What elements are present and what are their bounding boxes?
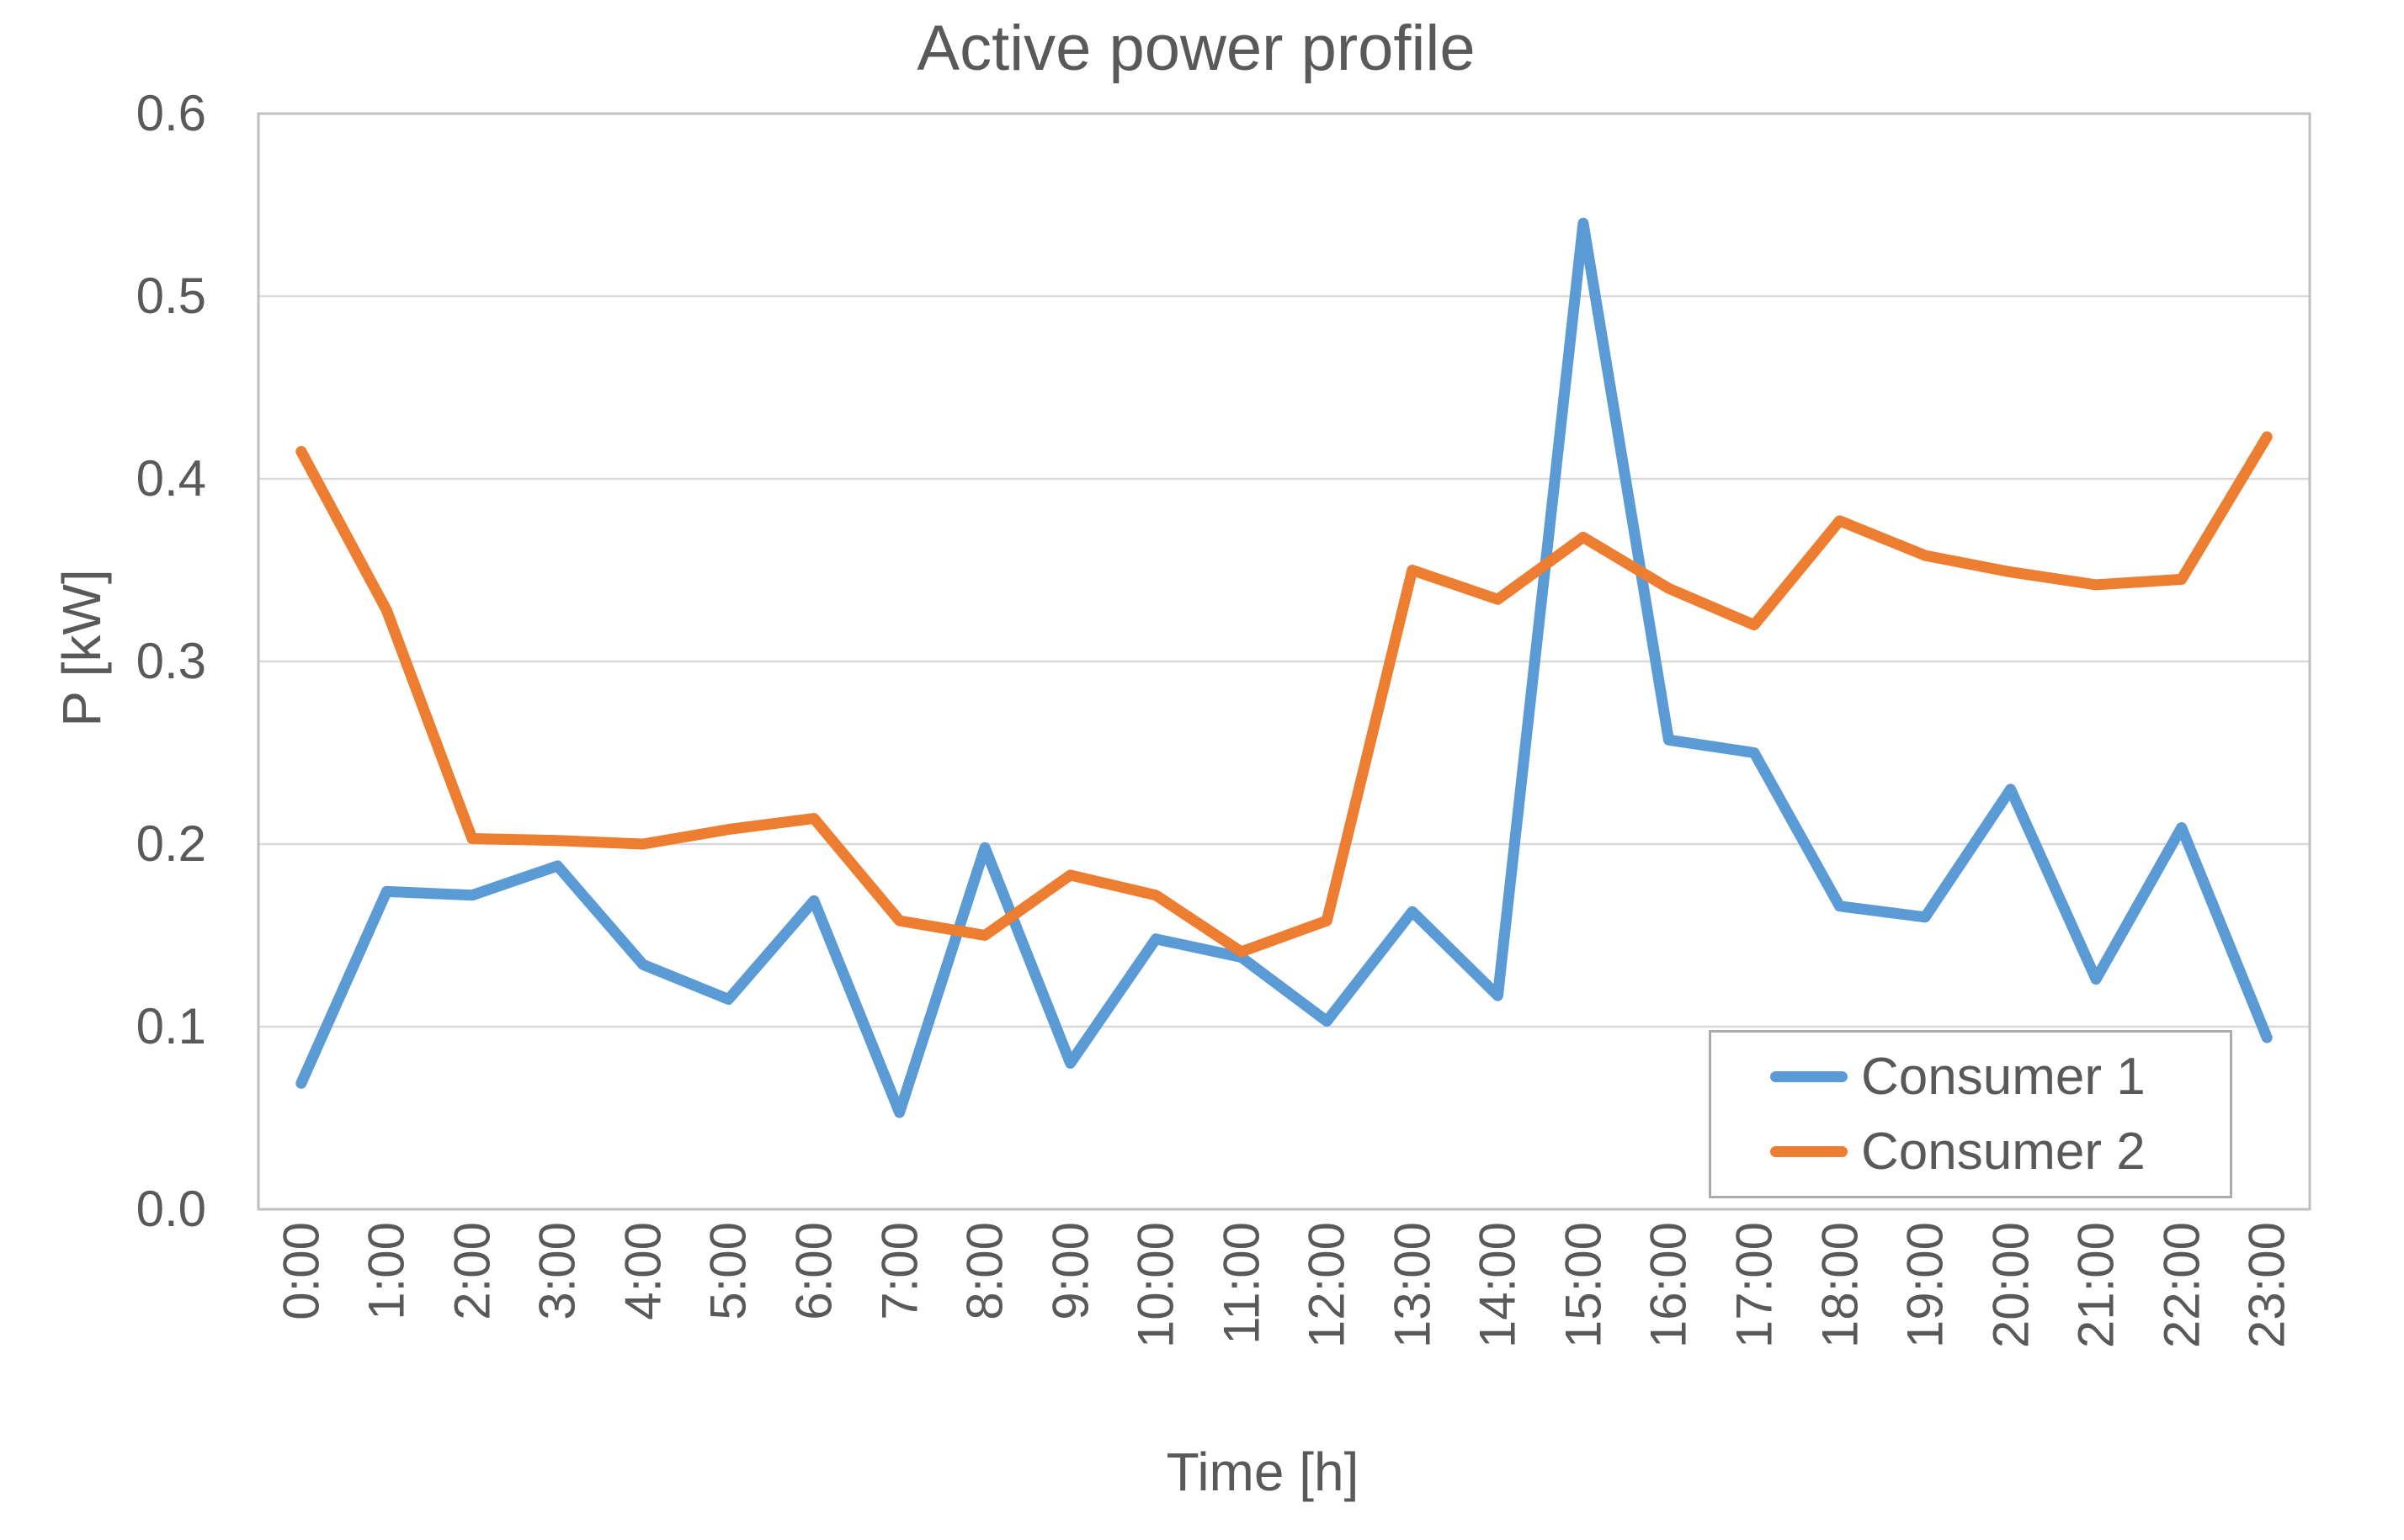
legend-item-consumer-1: Consumer 1 — [1770, 1047, 2230, 1107]
series-line-consumer-2 — [295, 431, 2273, 958]
x-tick-label: 15:00 — [1555, 1222, 1612, 1349]
x-tick-label: 2:00 — [444, 1222, 501, 1320]
x-tick-label: 1:00 — [358, 1222, 415, 1320]
legend-item-consumer-2: Consumer 2 — [1770, 1122, 2230, 1182]
series-line-consumer-1 — [295, 217, 2273, 1118]
plot-border — [257, 112, 2311, 1211]
x-tick-label: 22:00 — [2153, 1222, 2210, 1349]
legend-label-consumer-2: Consumer 2 — [1861, 1122, 2146, 1181]
x-tick-label: 4:00 — [614, 1222, 672, 1320]
legend-label-consumer-1: Consumer 1 — [1861, 1048, 2146, 1107]
x-tick-label: 21:00 — [2067, 1222, 2125, 1349]
y-tick-label: 0.5 — [136, 268, 206, 324]
y-tick-label: 0.4 — [136, 450, 206, 507]
x-tick-label: 3:00 — [529, 1222, 586, 1320]
x-tick-label: 11:00 — [1213, 1222, 1270, 1345]
y-tick-label: 0.2 — [136, 815, 206, 872]
consumer-1-line-swatch — [1770, 1071, 1848, 1083]
x-tick-label: 5:00 — [699, 1222, 757, 1320]
x-tick-label: 12:00 — [1298, 1222, 1355, 1349]
x-tick-label: 10:00 — [1127, 1222, 1184, 1349]
x-tick-label: 20:00 — [1982, 1222, 2040, 1349]
x-tick-label: 6:00 — [785, 1222, 843, 1320]
x-tick-label: 18:00 — [1811, 1222, 1869, 1349]
x-tick-label: 8:00 — [956, 1222, 1013, 1320]
x-tick-label: 13:00 — [1384, 1222, 1441, 1349]
x-axis-title: Time [h] — [1166, 1442, 1359, 1502]
x-tick-label: 23:00 — [2238, 1222, 2295, 1349]
y-tick-label: 0.6 — [136, 85, 206, 141]
x-tick-label: 0:00 — [273, 1222, 330, 1320]
x-tick-label: 19:00 — [1896, 1222, 1954, 1349]
x-tick-label: 7:00 — [871, 1222, 928, 1320]
x-tick-label: 16:00 — [1640, 1222, 1697, 1349]
y-tick-label: 0.1 — [136, 998, 206, 1054]
x-tick-label: 17:00 — [1726, 1222, 1783, 1349]
y-tick-label: 0.0 — [136, 1181, 206, 1237]
x-tick-label: 14:00 — [1469, 1222, 1526, 1349]
consumer-2-line-swatch — [1770, 1145, 1848, 1157]
y-tick-label: 0.3 — [136, 633, 206, 689]
chart-title: Active power profile — [917, 13, 1476, 84]
legend: Consumer 1 Consumer 2 — [1709, 1030, 2232, 1198]
x-tick-label: 9:00 — [1042, 1222, 1099, 1320]
